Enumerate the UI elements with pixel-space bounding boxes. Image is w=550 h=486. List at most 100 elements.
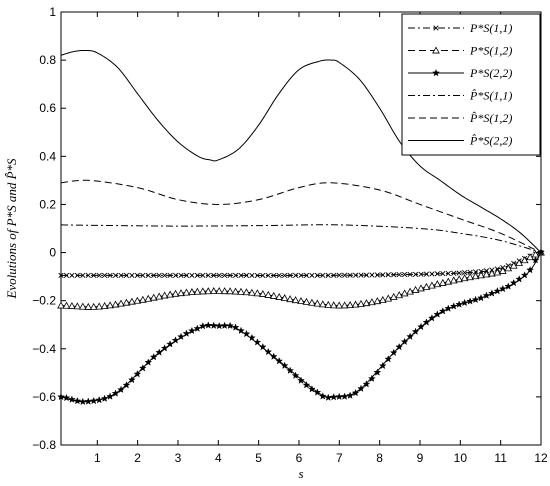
- series-1-marker: [467, 269, 473, 275]
- series-3-marker: [340, 392, 349, 400]
- series-3-marker: [318, 392, 327, 400]
- y-tick-label: 0.8: [39, 53, 56, 67]
- series-1-marker: [194, 272, 200, 279]
- series-1-marker: [358, 272, 364, 278]
- legend-label-3: P*S(2,2): [469, 66, 512, 80]
- series-2-marker: [324, 300, 333, 308]
- series-3-marker: [411, 327, 420, 336]
- series-3-marker: [417, 322, 425, 331]
- series-2-marker: [422, 282, 431, 290]
- legend-label-5: P̂*S(1,2): [469, 111, 512, 125]
- series-1-marker: [156, 272, 162, 279]
- series-2-marker: [488, 269, 496, 277]
- series-1-marker: [222, 272, 228, 279]
- series-3-marker: [264, 347, 273, 356]
- series-1-marker: [265, 272, 271, 279]
- legend-box: [401, 13, 541, 156]
- series-2-marker: [346, 301, 354, 309]
- series-2-marker: [406, 287, 414, 295]
- series-3-marker: [122, 381, 131, 389]
- series-2-marker: [160, 291, 169, 299]
- series-3-marker: [493, 286, 502, 295]
- series-3-marker: [362, 380, 371, 388]
- legend-label-1: P*S(1,1): [469, 21, 512, 35]
- series-3-marker: [384, 355, 393, 363]
- series-1-marker: [462, 270, 468, 276]
- y-axis-label: Evolutions of P*S and P̂*S: [4, 158, 19, 300]
- series-3-marker: [313, 388, 322, 396]
- series-3-marker: [406, 332, 415, 341]
- series-1-marker: [380, 272, 386, 278]
- x-tick-label: 5: [255, 451, 262, 465]
- series-3-marker: [346, 391, 355, 399]
- series-1-marker: [249, 272, 255, 279]
- series-3-marker: [520, 271, 529, 279]
- series-2-marker: [373, 297, 382, 305]
- series-3-marker: [487, 289, 496, 297]
- series-3-marker: [444, 304, 453, 312]
- series-3-marker: [286, 366, 295, 374]
- series-3-marker: [526, 265, 535, 274]
- series-line-4: [60, 224, 542, 254]
- series-3-marker: [144, 358, 153, 366]
- x-tick-label: 4: [215, 451, 222, 465]
- series-1-marker: [102, 272, 108, 279]
- series-2-marker: [84, 302, 93, 310]
- series-2-marker: [264, 290, 273, 298]
- series-1-marker: [434, 271, 440, 277]
- series-3-marker: [269, 352, 278, 360]
- series-1-marker: [276, 272, 282, 279]
- series-2-marker: [220, 287, 229, 295]
- x-tick-label: 7: [336, 451, 343, 465]
- series-3-marker: [389, 348, 398, 357]
- series-2-marker: [248, 288, 256, 296]
- series-3-marker: [498, 284, 507, 293]
- series-3-marker: [95, 395, 104, 404]
- series-3-marker: [373, 368, 382, 376]
- series-3-marker: [138, 364, 147, 372]
- series-2-marker: [335, 301, 344, 309]
- series-2-marker: [471, 272, 480, 280]
- series-3-marker: [422, 318, 431, 326]
- series-2-marker: [482, 270, 491, 278]
- series-1-marker: [445, 270, 451, 277]
- series-3-marker: [297, 376, 305, 384]
- series-3-marker: [280, 361, 289, 370]
- series-1-marker: [112, 272, 119, 279]
- x-axis-label: s: [298, 466, 303, 481]
- series-1-marker: [63, 272, 70, 279]
- series-2-marker: [62, 301, 71, 309]
- series-1-marker: [129, 272, 135, 279]
- series-1-marker: [80, 272, 86, 279]
- series-1-marker: [456, 270, 462, 276]
- series-3-marker: [395, 342, 404, 351]
- series-1-marker: [107, 272, 113, 279]
- series-1-marker: [336, 272, 342, 278]
- series-1-marker: [58, 272, 64, 279]
- series-2-marker: [198, 287, 207, 295]
- series-2-marker: [291, 296, 300, 304]
- series-1-marker: [227, 272, 233, 279]
- series-3-marker: [509, 278, 518, 287]
- series-1-marker: [189, 272, 195, 279]
- series-3-marker: [231, 323, 240, 331]
- series-1-marker: [172, 272, 179, 279]
- legend-marker-1: [433, 25, 439, 31]
- y-tick-label: −0.4: [32, 342, 56, 356]
- series-3-marker: [504, 282, 513, 290]
- series-1-marker: [271, 272, 277, 279]
- series-2-marker: [209, 287, 218, 295]
- series-2-marker: [493, 268, 502, 276]
- series-2-marker: [515, 258, 524, 266]
- series-1-marker: [200, 272, 206, 279]
- series-2-marker: [308, 298, 316, 306]
- y-tick-label: 0.2: [39, 197, 56, 211]
- legend-label-4: P̂*S(1,1): [469, 89, 512, 103]
- series-3-marker: [198, 321, 207, 330]
- series-2-marker: [128, 297, 136, 305]
- series-3-marker: [57, 392, 65, 401]
- series-2-marker: [384, 294, 393, 302]
- series-1-marker: [429, 271, 435, 277]
- series-2-marker: [269, 291, 278, 299]
- y-tick-label: 0.4: [39, 149, 56, 163]
